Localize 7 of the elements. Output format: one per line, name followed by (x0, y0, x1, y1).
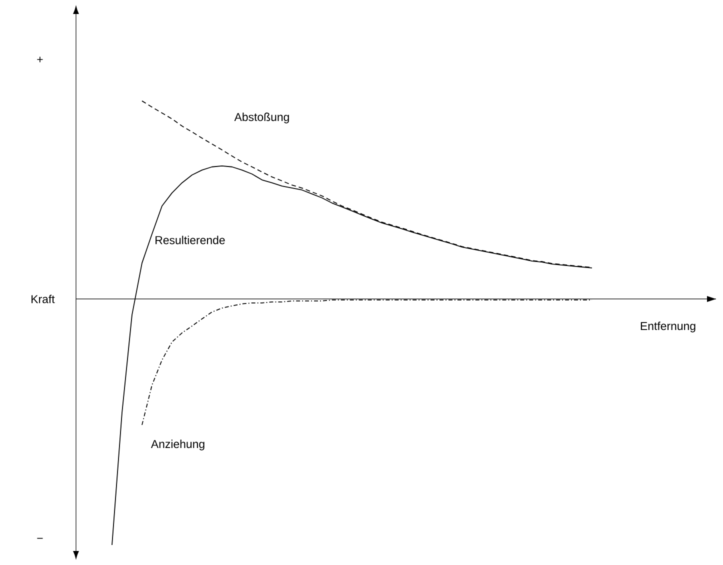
text: Abstoßung (234, 112, 289, 124)
text: + (37, 56, 43, 62)
text: − (37, 538, 43, 539)
y-axis-title: Kraft (32, 294, 55, 304)
series-label: Resultierende (156, 236, 225, 244)
text: Entfernung (640, 322, 696, 332)
series-label: Anziehung (150, 440, 204, 450)
